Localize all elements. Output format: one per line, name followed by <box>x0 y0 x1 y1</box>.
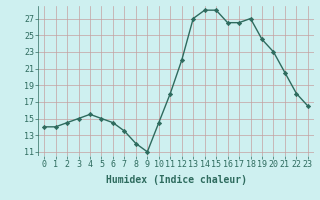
X-axis label: Humidex (Indice chaleur): Humidex (Indice chaleur) <box>106 175 246 185</box>
